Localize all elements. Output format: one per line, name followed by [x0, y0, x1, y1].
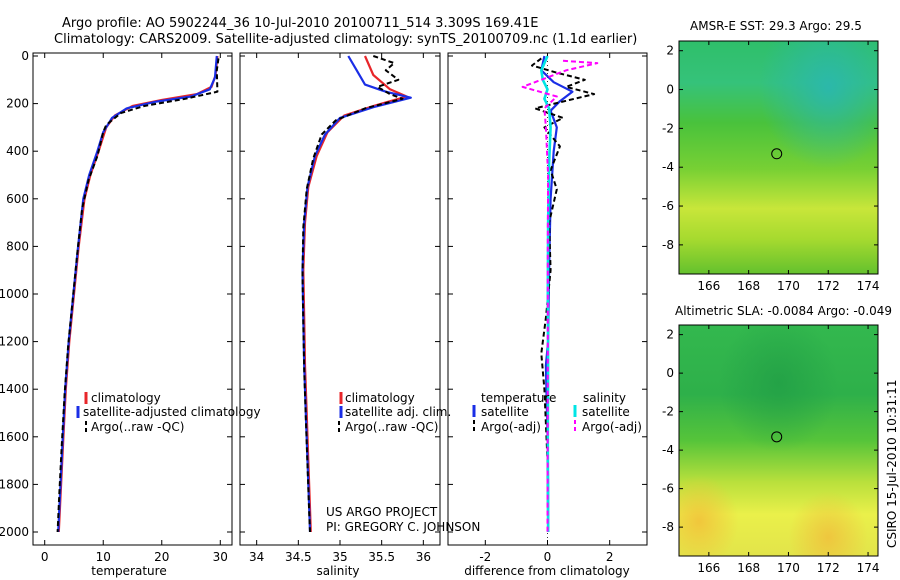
sla-y-tick-label: -8	[662, 520, 674, 534]
y-tick-label: 1400	[0, 382, 29, 396]
y-tick-label: 400	[6, 144, 29, 158]
legend-label-satellite-adjusted: satellite-adjusted climatology	[83, 405, 261, 419]
sla-map-frame	[678, 324, 879, 557]
series-line-temperature-argo-adj	[531, 57, 596, 533]
x-tick-label: 36	[416, 550, 431, 564]
x-tick-label: 2	[606, 550, 614, 564]
legend-label-climatology: climatology	[91, 391, 161, 405]
sla-x-tick-label: 172	[817, 561, 840, 575]
sla-y-tick-label: -4	[662, 443, 674, 457]
sst-y-tick-label: -8	[662, 238, 674, 252]
series-line-satellite-adjusted-climatology	[57, 55, 218, 533]
sla-y-tick-label: -6	[662, 482, 674, 496]
salinity-xlabel: salinity	[316, 564, 359, 578]
series-line-climatology	[57, 55, 219, 533]
x-tick-label: 20	[154, 550, 169, 564]
series-line-climatology	[302, 55, 408, 533]
sla-y-tick-label: 0	[666, 366, 674, 380]
legend-label-argo: Argo(..raw -QC)	[345, 420, 438, 434]
legend-label-climatology: climatology	[345, 391, 415, 405]
y-tick-label: 200	[6, 97, 29, 111]
sst-x-tick-label: 168	[737, 279, 760, 293]
series-line-argo-raw-qc	[301, 55, 404, 533]
x-tick-label: 35.5	[368, 550, 395, 564]
sst-map-cyan-patch	[679, 41, 878, 274]
x-tick-label: 30	[213, 550, 228, 564]
sst-y-tick-label: 0	[666, 83, 674, 97]
sla-y-tick-label: -2	[662, 405, 674, 419]
x-tick-label: 0	[41, 550, 49, 564]
sst-map-title: AMSR-E SST: 29.3 Argo: 29.5	[690, 19, 862, 33]
sst-x-tick-label: 170	[777, 279, 800, 293]
series-line-argo-raw-qc	[56, 58, 220, 533]
sst-y-tick-label: -2	[662, 121, 674, 135]
difference-xlabel: difference from climatology	[464, 564, 630, 578]
legend-label-argo: Argo(..raw -QC)	[91, 420, 184, 434]
temperature-xlabel: temperature	[91, 564, 166, 578]
x-tick-label: 0	[544, 550, 552, 564]
x-tick-label: -2	[479, 550, 491, 564]
sst-y-tick-label: -6	[662, 199, 674, 213]
sla-x-tick-label: 166	[697, 561, 720, 575]
x-tick-label: 34.5	[285, 550, 312, 564]
legend-header-temperature: temperature	[481, 391, 556, 405]
x-tick-label: 34	[249, 550, 264, 564]
credit-project: US ARGO PROJECT	[326, 505, 438, 519]
sla-profile-location-marker	[771, 431, 783, 443]
series-line-satellite-adj-clim	[301, 55, 412, 533]
figure-title-line1: Argo profile: AO 5902244_36 10-Jul-2010 …	[62, 16, 539, 31]
difference-legend: temperature salinity satellite Argo(-adj…	[472, 391, 642, 434]
y-tick-label: 0	[21, 49, 29, 63]
sla-map-title: Altimetric SLA: -0.0084 Argo: -0.049	[675, 304, 892, 318]
sla-map	[678, 324, 879, 557]
y-tick-label: 2000	[0, 525, 29, 539]
x-tick-label: 10	[96, 550, 111, 564]
legend-label-temp-satellite: satellite	[481, 405, 529, 419]
salinity-panel	[239, 52, 441, 546]
temperature-panel	[32, 52, 233, 546]
legend-label-temp-argo: Argo(-adj)	[481, 420, 541, 434]
legend-header-salinity: salinity	[583, 391, 626, 405]
sla-x-tick-label: 170	[777, 561, 800, 575]
temperature-legend: climatology satellite-adjusted climatolo…	[76, 391, 261, 434]
legend-label-satellite-adj: satellite adj. clim.	[345, 405, 451, 419]
y-tick-label: 1000	[0, 287, 29, 301]
y-tick-label: 600	[6, 192, 29, 206]
sst-profile-location-marker	[771, 148, 783, 160]
y-tick-label: 800	[6, 239, 29, 253]
y-tick-label: 1600	[0, 430, 29, 444]
y-tick-label: 1200	[0, 335, 29, 349]
x-tick-label: 35	[332, 550, 347, 564]
salinity-legend: climatology satellite adj. clim. Argo(..…	[338, 391, 451, 434]
sst-y-tick-label: 2	[666, 44, 674, 58]
sla-x-tick-label: 174	[857, 561, 880, 575]
sla-x-tick-label: 168	[737, 561, 760, 575]
legend-label-sal-argo: Argo(-adj)	[582, 420, 642, 434]
credit-pi: PI: GREGORY C. JOHNSON	[326, 520, 480, 534]
y-tick-label: 1800	[0, 477, 29, 491]
sst-map-frame	[678, 40, 879, 275]
series-line-salinity-argo-adj	[521, 59, 599, 533]
sst-y-tick-label: -4	[662, 160, 674, 174]
figure-title-line2: Climatology: CARS2009. Satellite-adjuste…	[54, 32, 637, 47]
sla-y-tick-label: 2	[666, 328, 674, 342]
sla-map-dark-patch	[679, 325, 878, 556]
legend-label-sal-satellite: satellite	[582, 405, 630, 419]
timestamp-stamp: CSIRO 15-Jul-2010 10:31:11	[885, 380, 899, 548]
sst-x-tick-label: 172	[817, 279, 840, 293]
sst-x-tick-label: 174	[857, 279, 880, 293]
sst-map	[678, 40, 879, 275]
sst-x-tick-label: 166	[697, 279, 720, 293]
